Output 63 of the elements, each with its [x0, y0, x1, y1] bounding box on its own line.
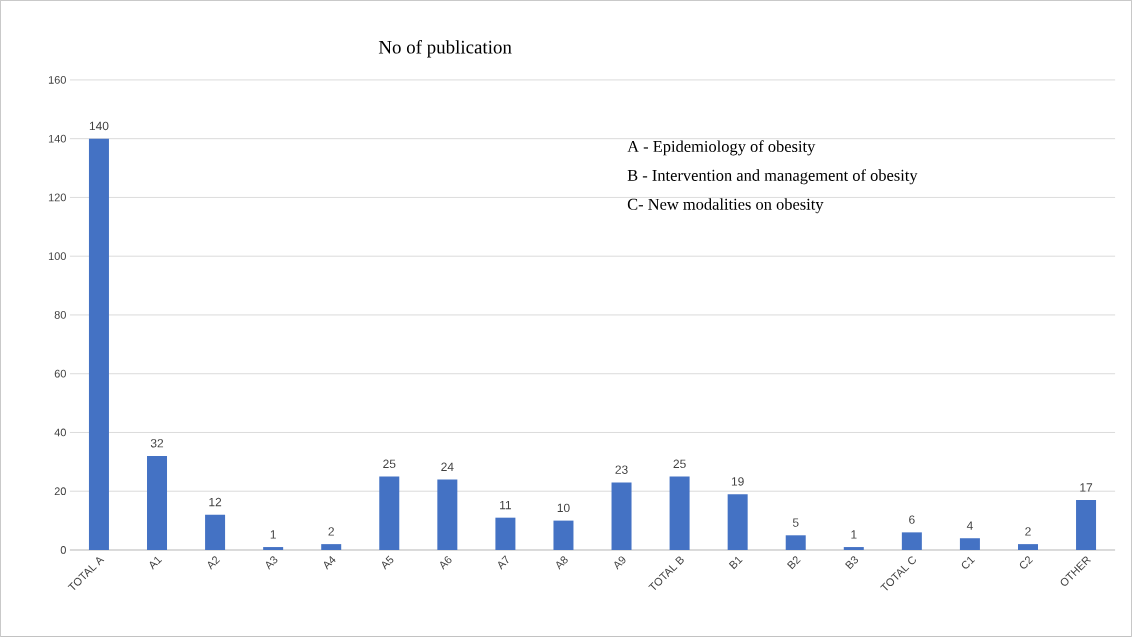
data-label: 32 [150, 439, 164, 448]
data-label: 24 [441, 462, 454, 471]
data-label: 2 [328, 527, 334, 536]
data-label: 4 [966, 521, 973, 530]
y-tick-label: 160 [48, 76, 66, 84]
data-label: 1 [851, 530, 857, 539]
x-tick-label: A1 [149, 556, 162, 570]
x-tick-label: C1 [961, 556, 975, 569]
x-tick-label: A4 [323, 555, 336, 570]
data-label: 5 [792, 518, 799, 527]
bar [263, 547, 284, 551]
bar [379, 476, 400, 551]
bar [727, 494, 748, 551]
data-label: 19 [731, 477, 744, 486]
data-label: 2 [1025, 527, 1031, 536]
bar [553, 520, 574, 551]
y-tick-label: 20 [54, 487, 66, 496]
bar [901, 532, 922, 551]
bar [959, 538, 980, 551]
x-tick-label: A9 [614, 556, 626, 570]
data-label: 11 [500, 500, 512, 510]
y-tick-label: 40 [54, 428, 66, 437]
bar [437, 479, 458, 551]
data-label: 6 [909, 515, 915, 524]
x-tick-label: A2 [207, 556, 221, 570]
x-tick-label: B3 [845, 556, 859, 570]
data-label: 12 [209, 497, 222, 507]
annotation: C- New modalities on obesity [627, 198, 824, 214]
bar [88, 138, 109, 551]
annotation: B - Intervention and management of obesity [627, 169, 918, 185]
data-label: 25 [673, 459, 686, 469]
data-label: 17 [1080, 483, 1093, 492]
bar [495, 517, 516, 551]
x-tick-label: A8 [556, 556, 568, 570]
bar [843, 547, 864, 551]
data-label: 23 [615, 465, 628, 474]
y-tick-label: 80 [54, 311, 66, 319]
annotation: A - Epidemiology of obesity [627, 140, 816, 156]
bar [669, 476, 690, 551]
bar [611, 482, 632, 551]
y-tick-label: 0 [60, 546, 66, 554]
chart-title: No of publication [378, 40, 512, 58]
data-label: 10 [557, 503, 570, 513]
bar [205, 514, 226, 551]
bar [1017, 544, 1038, 551]
x-tick-label: A7 [498, 555, 509, 570]
y-tick-label: 120 [48, 193, 66, 202]
x-tick-label: A3 [265, 556, 278, 570]
x-tick-label: B1 [728, 556, 743, 570]
bar [1076, 500, 1097, 551]
x-tick-label: B2 [786, 556, 801, 570]
bar [321, 544, 342, 551]
y-tick-label: 140 [48, 134, 66, 143]
bar [785, 535, 806, 551]
data-label: 140 [89, 121, 109, 131]
y-tick-label: 100 [48, 252, 66, 261]
x-tick-label: C2 [1019, 556, 1033, 569]
bar [147, 456, 168, 551]
y-tick-label: 60 [54, 369, 66, 378]
x-tick-label: A6 [440, 556, 452, 570]
x-tick-label: A5 [381, 555, 394, 570]
data-label: 1 [270, 530, 276, 539]
data-label: 25 [383, 459, 396, 469]
